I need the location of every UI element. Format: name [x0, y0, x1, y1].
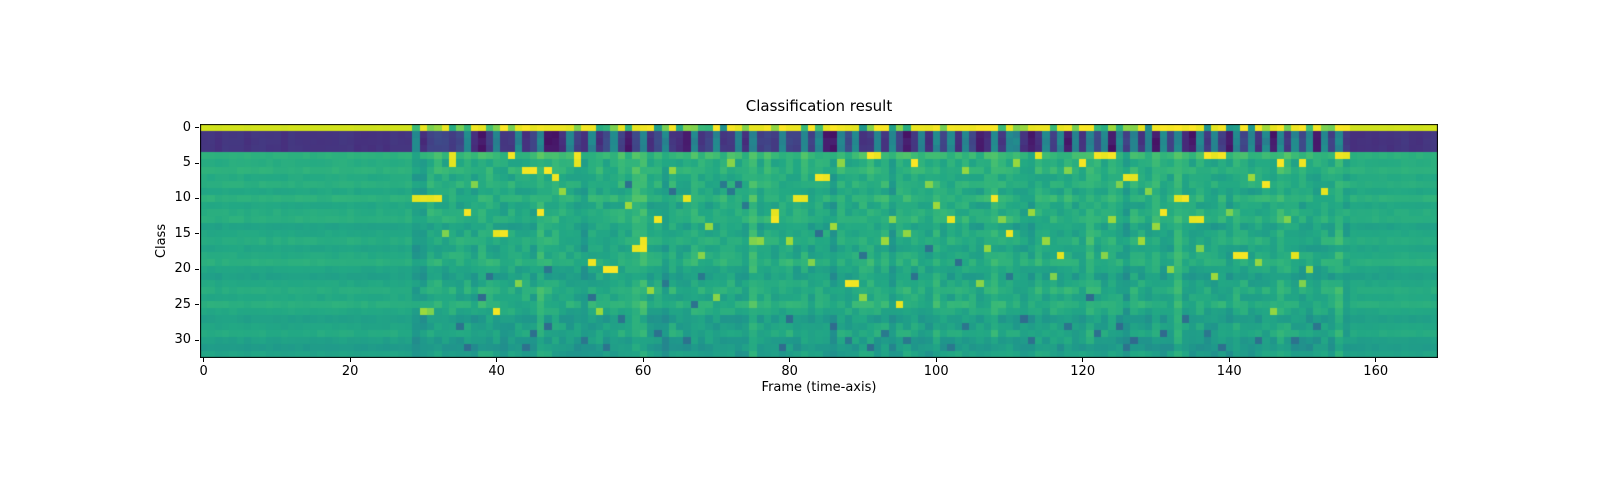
heatmap-image [200, 124, 1438, 358]
y-tick-label: 20 [174, 261, 191, 277]
x-tick-label: 60 [634, 364, 652, 379]
y-tick-label: 5 [182, 155, 191, 170]
y-tick-mark [195, 233, 199, 235]
y-tick-mark [195, 304, 199, 306]
y-tick-label: 10 [174, 190, 191, 206]
x-tick-label: 140 [1216, 364, 1242, 379]
x-tick-mark [203, 358, 205, 362]
y-tick-mark [195, 268, 199, 270]
x-tick-label: 100 [923, 364, 949, 379]
x-tick-mark [642, 358, 644, 362]
x-tick-label: 80 [781, 364, 798, 379]
x-tick-mark [789, 358, 791, 362]
y-tick-mark [195, 162, 199, 164]
y-tick-mark [195, 197, 199, 199]
x-tick-mark [935, 358, 937, 362]
x-tick-label: 20 [341, 364, 359, 379]
x-tick-mark [1082, 358, 1084, 362]
x-tick-label: 0 [199, 364, 208, 379]
chart-title: Classification result [745, 97, 893, 115]
x-tick-label: 40 [488, 364, 505, 379]
x-tick-label: 160 [1363, 364, 1389, 379]
y-tick-label: 30 [174, 332, 191, 348]
y-tick-label: 15 [174, 225, 191, 241]
y-tick-mark [195, 339, 199, 341]
y-tick-label: 25 [174, 296, 191, 312]
x-tick-mark [1228, 358, 1230, 362]
x-tick-mark [1375, 358, 1377, 362]
x-tick-label: 120 [1070, 364, 1096, 379]
x-tick-mark [496, 358, 498, 362]
y-tick-mark [195, 127, 199, 129]
x-tick-mark [349, 358, 351, 362]
y-tick-label: 0 [182, 119, 191, 135]
x-axis-label: Frame (time-axis) [761, 380, 877, 395]
